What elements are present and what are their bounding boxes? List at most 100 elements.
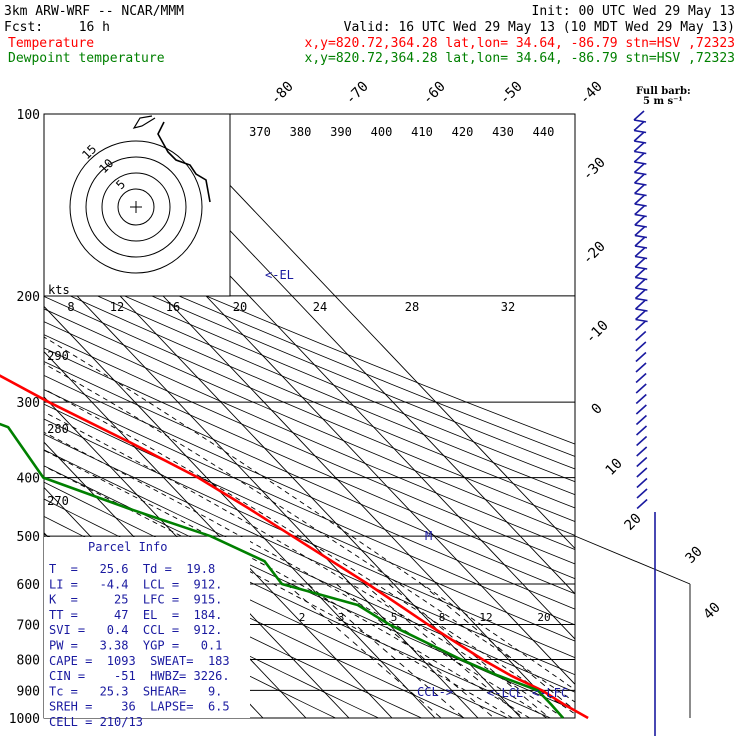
wind-barb — [634, 225, 646, 237]
moist-adiabat-label: 20 — [233, 300, 247, 314]
wind-barb — [635, 425, 648, 436]
mixing-ratio-label: 8 — [439, 611, 446, 624]
pressure-label: 800 — [17, 653, 40, 668]
theta-label: 420 — [452, 125, 474, 139]
forecast-label: Fcst: — [4, 20, 43, 35]
mixing-ratio-line — [336, 583, 495, 718]
dry-adiabat — [44, 283, 575, 509]
level-annotation: M — [425, 529, 432, 543]
model-title: 3km ARW-WRF -- NCAR/MMM — [4, 4, 184, 19]
theta-label: 400 — [371, 125, 393, 139]
wind-barb — [634, 215, 646, 226]
dry-adiabat — [44, 248, 575, 470]
wind-barb — [633, 131, 645, 142]
wind-barb — [635, 309, 647, 321]
moist-adiabat-label: 24 — [313, 300, 327, 314]
theta-label: 430 — [492, 125, 514, 139]
mixing-ratio-line — [388, 583, 550, 718]
parcel-row: TT = 47 EL = 184. — [49, 608, 222, 622]
dry-adiabat — [44, 347, 575, 580]
wind-barb — [635, 383, 647, 394]
wind-barb — [636, 477, 648, 489]
forecast-hours: 16 h — [79, 20, 110, 35]
init-time: Init: 00 UTC Wed 29 May 13 — [532, 4, 736, 19]
mixing-ratio-label: 3 — [338, 611, 345, 624]
dry-adiabat — [44, 433, 575, 676]
mixing-ratio-label: 5 — [391, 611, 398, 624]
hodograph-ring — [101, 172, 171, 242]
hodograph-units: kts — [48, 283, 70, 297]
isotherm-label: 20 — [622, 511, 645, 534]
wind-barb — [636, 456, 648, 468]
wind-barb — [634, 194, 646, 205]
wind-barbs — [633, 110, 656, 736]
wind-barb — [636, 435, 648, 447]
hodograph-ring — [85, 156, 187, 258]
theta-label: 440 — [533, 125, 555, 139]
level-annotation: <-LFC — [532, 686, 568, 700]
barb-legend-title: Full barb: — [636, 86, 691, 97]
parcel-box-bg — [44, 537, 250, 718]
isotherm-line — [44, 396, 350, 718]
dry-adiabat — [44, 374, 575, 610]
parcel-row: CELL = 210/13 — [49, 715, 143, 729]
level-annotation: <-LCL — [487, 686, 523, 700]
dewpoint-legend: Dewpoint temperature — [8, 51, 165, 66]
theta-label: 370 — [249, 125, 271, 139]
dry-adiabat — [44, 321, 575, 550]
valid-time: Valid: 16 UTC Wed 29 May 13 (10 MDT Wed … — [344, 20, 735, 35]
wind-barb — [634, 236, 646, 247]
parcel-row: SREH = 36 LAPSE= 6.5 — [49, 700, 230, 714]
theta-label: 380 — [290, 125, 312, 139]
isotherm-label: 40 — [701, 600, 724, 623]
hodograph-trace-top — [132, 115, 156, 129]
pressure-label: 600 — [17, 578, 40, 593]
moist-adiabat — [44, 449, 530, 718]
wind-barb — [635, 320, 647, 331]
wind-barb — [635, 341, 647, 352]
wind-barb — [633, 162, 645, 174]
isotherm-label: 0 — [589, 401, 606, 418]
isotherm-label: -80 — [268, 79, 297, 108]
moist-adiabat-label: 32 — [501, 300, 515, 314]
wind-barb — [636, 488, 648, 499]
wind-barb — [636, 467, 648, 478]
moist-adiabat-label: 28 — [405, 300, 419, 314]
wind-barb — [633, 120, 645, 132]
parcel-row: LI = -4.4 LCL = 912. — [49, 577, 222, 591]
wind-barb — [635, 330, 647, 342]
parcel-row: CAPE = 1093 SWEAT= 183 — [49, 654, 230, 668]
wind-barb — [634, 246, 646, 258]
isotherm-line — [0, 114, 5, 718]
moist-adiabat — [44, 363, 575, 703]
parcel-row: CIN = -51 HWBZ= 3226. — [49, 669, 230, 683]
pressure-label: 1000 — [9, 712, 40, 727]
dry-adiabat — [44, 295, 575, 523]
hodograph-ring — [117, 188, 155, 226]
wind-barb — [634, 267, 646, 279]
hodograph-ring — [69, 140, 203, 274]
mixing-ratio-label: 2 — [299, 611, 306, 624]
hodograph-frame — [43, 113, 231, 297]
sounding-series — [0, 374, 589, 720]
axis-extension — [574, 535, 691, 585]
dry-adiabat — [44, 225, 575, 445]
wind-barb — [636, 498, 648, 510]
dry-adiabat — [44, 418, 575, 659]
pressure-label: 200 — [17, 290, 40, 305]
wind-barb — [635, 393, 647, 405]
pressure-label: 300 — [17, 396, 40, 411]
pressure-label: 900 — [17, 684, 40, 699]
isotherm-label: -40 — [577, 79, 606, 108]
isotherm-label: -50 — [497, 79, 526, 108]
wind-barb — [635, 372, 647, 384]
theta-e-label: 270 — [47, 494, 69, 508]
dry-adiabat — [44, 403, 575, 642]
temperature-profile — [0, 374, 589, 720]
dewpoint-location: x,y=820.72,364.28 lat,lon= 34.64, -86.79… — [305, 51, 735, 66]
wind-barb — [633, 173, 646, 184]
wind-barb — [635, 404, 647, 415]
dry-adiabat — [44, 271, 575, 496]
isotherm-label: -20 — [580, 239, 609, 268]
